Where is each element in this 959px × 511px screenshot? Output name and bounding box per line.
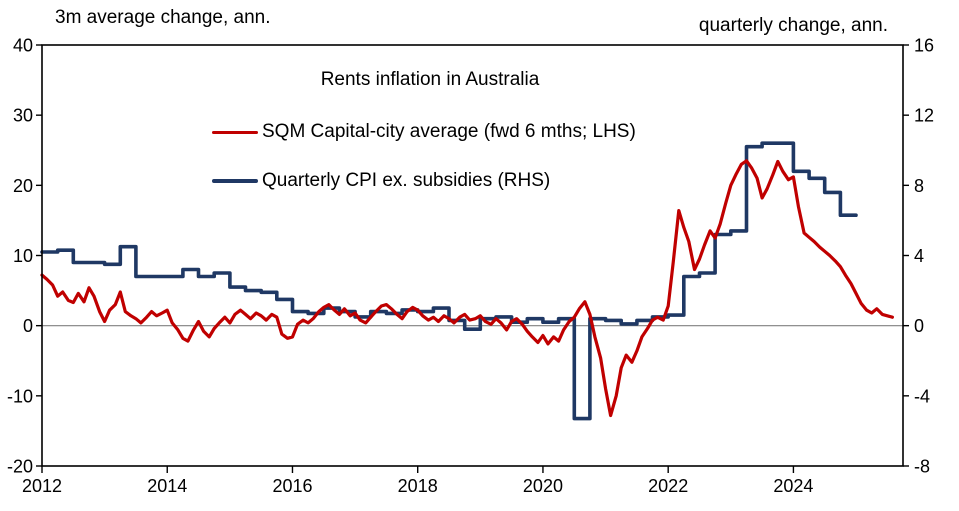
right-axis-title: quarterly change, ann.	[698, 15, 888, 36]
legend-item-sqm: SQM Capital-city average (fwd 6 mths; LH…	[212, 120, 636, 144]
legend-label-cpi: Quarterly CPI ex. subsidies (RHS)	[262, 170, 551, 191]
x-axis-tick-label: 2016	[272, 476, 312, 496]
left-axis-tick-label: -10	[7, 386, 33, 406]
right-axis-tick-label: -4	[914, 386, 930, 406]
left-axis-title: 3m average change, ann.	[55, 7, 271, 28]
chart-legend: SQM Capital-city average (fwd 6 mths; LH…	[212, 120, 636, 218]
left-axis-tick-label: 0	[23, 316, 33, 336]
chart-title: Rents inflation in Australia	[320, 69, 540, 90]
right-axis-tick-label: 4	[914, 246, 924, 266]
left-axis-tick-label: 20	[13, 176, 33, 196]
x-axis-tick-label: 2018	[398, 476, 438, 496]
left-axis-tick-label: -20	[7, 457, 33, 477]
right-axis-tick-label: 8	[914, 176, 924, 196]
left-axis-tick-label: 30	[13, 106, 33, 126]
x-axis-tick-label: 2014	[147, 476, 187, 496]
right-axis-tick-label: 0	[914, 316, 924, 336]
right-axis-tick-label: 16	[914, 36, 934, 56]
x-axis-tick-label: 2012	[22, 476, 62, 496]
series-line-0	[40, 159, 894, 418]
legend-swatch-blue-line-icon	[212, 179, 258, 183]
legend-item-cpi: Quarterly CPI ex. subsidies (RHS)	[212, 169, 636, 193]
left-axis-tick-label: 10	[13, 246, 33, 266]
right-axis-tick-label: 12	[914, 106, 934, 126]
plot-border	[41, 44, 904, 467]
x-axis-tick-label: 2022	[648, 476, 688, 496]
legend-label-sqm: SQM Capital-city average (fwd 6 mths; LH…	[262, 121, 636, 142]
x-axis-tick-label: 2020	[523, 476, 563, 496]
right-axis-tick-label: -8	[914, 457, 930, 477]
left-axis-tick-label: 40	[13, 36, 33, 56]
x-axis-tick-label: 2024	[773, 476, 813, 496]
legend-swatch-red-line-icon	[212, 130, 258, 134]
